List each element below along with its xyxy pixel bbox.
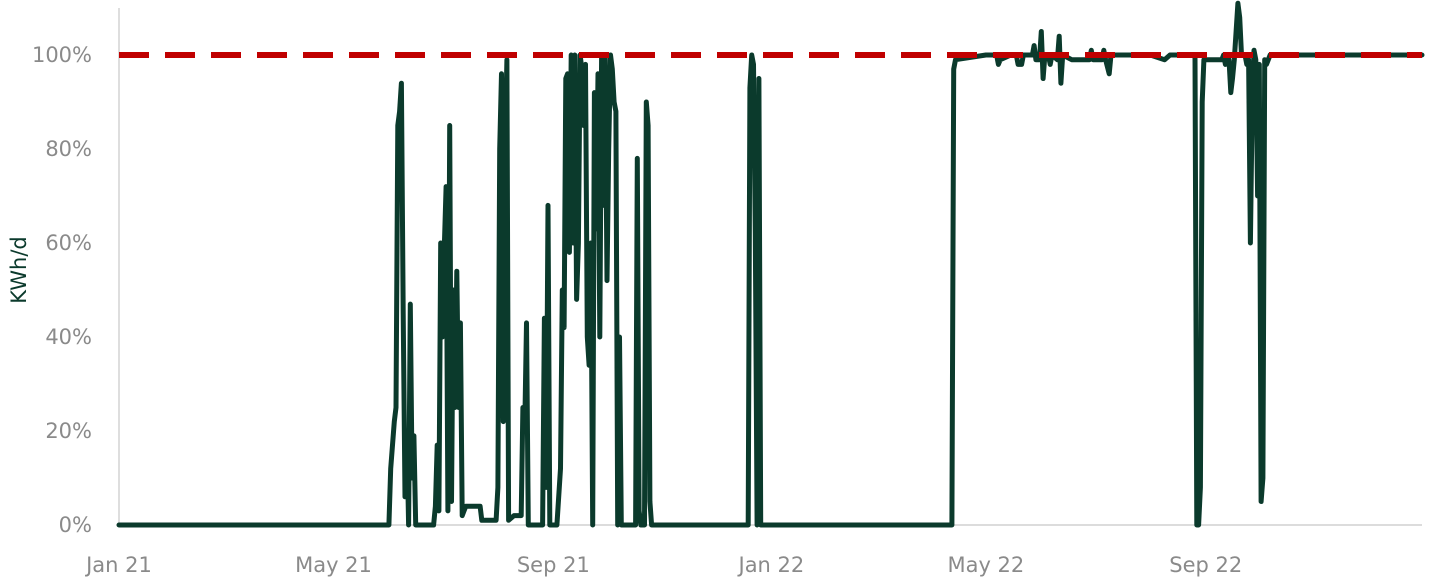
x-tick-label: Jan 21 bbox=[84, 553, 152, 577]
x-axis-ticks: Jan 21 May 21 Sep 21 Jan 22 May 22 Sep 22 bbox=[84, 553, 1242, 577]
x-tick-label: Sep 21 bbox=[517, 553, 590, 577]
series-line bbox=[116, 0, 1425, 528]
x-tick-label: May 21 bbox=[295, 553, 372, 577]
y-tick-label: 60% bbox=[45, 231, 92, 255]
y-tick-label: 80% bbox=[45, 137, 92, 161]
y-axis-ticks: 0% 20% 40% 60% 80% 100% bbox=[32, 43, 92, 537]
y-axis-title: KWh/d bbox=[7, 236, 31, 304]
plot-area bbox=[116, 0, 1425, 528]
y-tick-label: 40% bbox=[45, 325, 92, 349]
y-tick-label: 20% bbox=[45, 419, 92, 443]
x-tick-label: Sep 22 bbox=[1169, 553, 1242, 577]
x-tick-label: Jan 22 bbox=[737, 553, 805, 577]
y-tick-label: 0% bbox=[59, 513, 92, 537]
x-tick-label: May 22 bbox=[947, 553, 1024, 577]
y-tick-label: 100% bbox=[32, 43, 92, 67]
